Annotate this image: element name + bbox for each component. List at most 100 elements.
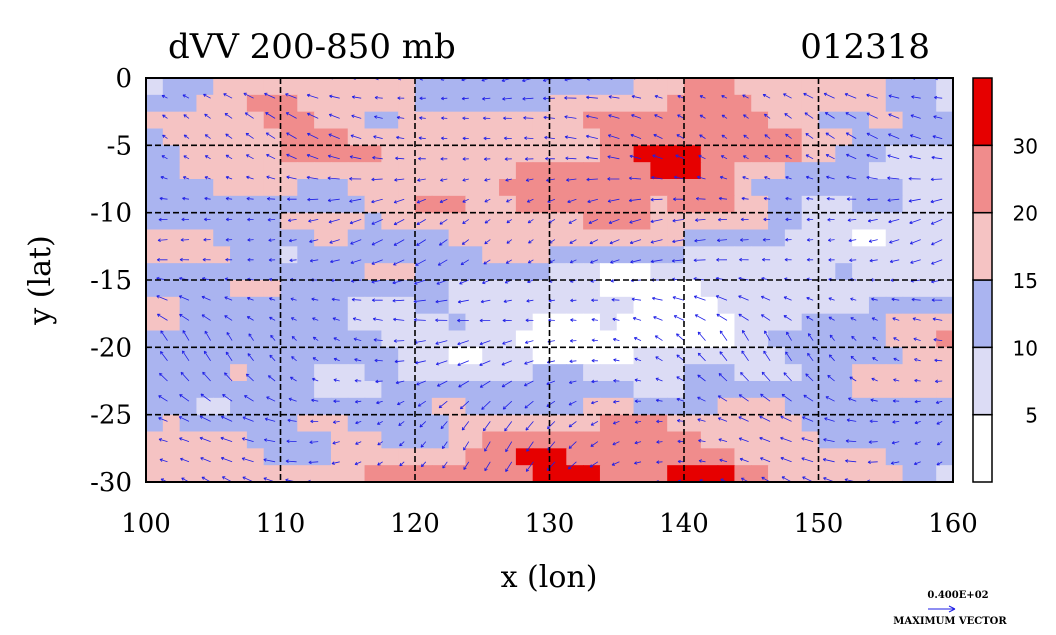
field-cell [885,313,904,332]
wind-vector [698,439,706,443]
field-cell [532,179,551,197]
field-cell [297,78,315,96]
wind-vector [268,258,276,262]
wind-vector [801,437,814,442]
field-cell [179,229,198,247]
wind-vector [183,114,190,119]
field-cell [734,179,752,197]
field-cell [616,212,635,231]
wind-vector [203,93,211,99]
wind-vector [263,458,276,463]
wind-vector [243,92,254,99]
wind-vector [393,317,405,322]
field-cell [196,195,214,214]
wind-vector [182,350,190,362]
wind-vector [371,177,383,182]
field-cell [347,78,366,96]
wind-vector [440,178,448,182]
field-cell [179,128,198,146]
wind-vector [461,239,470,245]
field-cell [280,364,298,382]
field-cell [919,313,937,332]
field-cell [230,431,248,449]
field-cell [499,431,517,449]
wind-vector [415,259,426,266]
field-cell [835,313,853,332]
field-cell [448,111,467,130]
field-cell [398,296,416,315]
field-cell [768,229,786,247]
field-cell [885,229,904,247]
field-cell [415,111,433,130]
field-cell [213,162,231,180]
field-cell [784,465,803,482]
field-cell [179,195,198,214]
field-cell [650,414,668,433]
wind-vector [673,197,685,201]
field-cell [902,280,920,298]
field-cell [213,296,231,315]
field-cell [364,195,382,214]
field-cell [415,347,433,365]
field-cell [868,128,887,146]
field-cell [330,111,349,130]
field-cell [650,448,668,466]
field-cell [919,465,937,482]
y-tick-label: -25 [90,401,132,431]
field-cell [179,296,198,315]
field-cell [717,448,736,466]
field-cell [684,280,702,298]
field-cell [583,397,601,416]
field-cell [280,162,298,180]
field-cell [280,296,298,315]
wind-vector [694,314,706,321]
field-cell [835,364,853,382]
field-cell [330,128,349,146]
field-cell [246,94,265,113]
field-cell [768,263,786,281]
field-cell [717,179,736,197]
wind-vector [287,218,297,222]
field-cell [599,263,618,281]
wind-vector [146,441,147,442]
field-cell [768,246,786,264]
field-cell [667,162,685,180]
wind-vector [632,316,642,321]
wind-vector [760,314,771,321]
wind-vector [286,153,297,160]
wind-vector [373,135,383,139]
field-cell [599,465,618,482]
field-cell [297,263,315,281]
colorbar-swatch [972,144,993,214]
wind-vector [764,134,771,139]
field-cell [146,364,164,382]
wind-vector [328,113,340,119]
field-cell [616,296,635,315]
wind-vector [266,153,276,160]
wind-vector [162,134,168,139]
field-cell [751,212,769,231]
wind-vector [332,441,340,445]
field-cell [465,162,483,180]
wind-vector [613,379,620,383]
field-cell [415,313,433,332]
field-cell [633,195,651,214]
wind-vector [480,299,491,304]
field-cell [398,94,416,113]
wind-vector [371,298,383,302]
field-cell [280,448,298,466]
wind-vector [503,299,512,303]
field-cell [566,414,584,433]
field-cell [835,397,853,416]
field-cell [263,111,282,130]
wind-vector [374,358,383,363]
field-cell [196,145,214,163]
field-cell [583,195,601,214]
field-cell [902,431,920,449]
wind-vector [867,218,878,223]
field-cell [431,179,450,197]
field-cell [633,448,651,466]
wind-vector [823,92,835,99]
field-cell [482,246,500,264]
field-cell [768,179,786,197]
